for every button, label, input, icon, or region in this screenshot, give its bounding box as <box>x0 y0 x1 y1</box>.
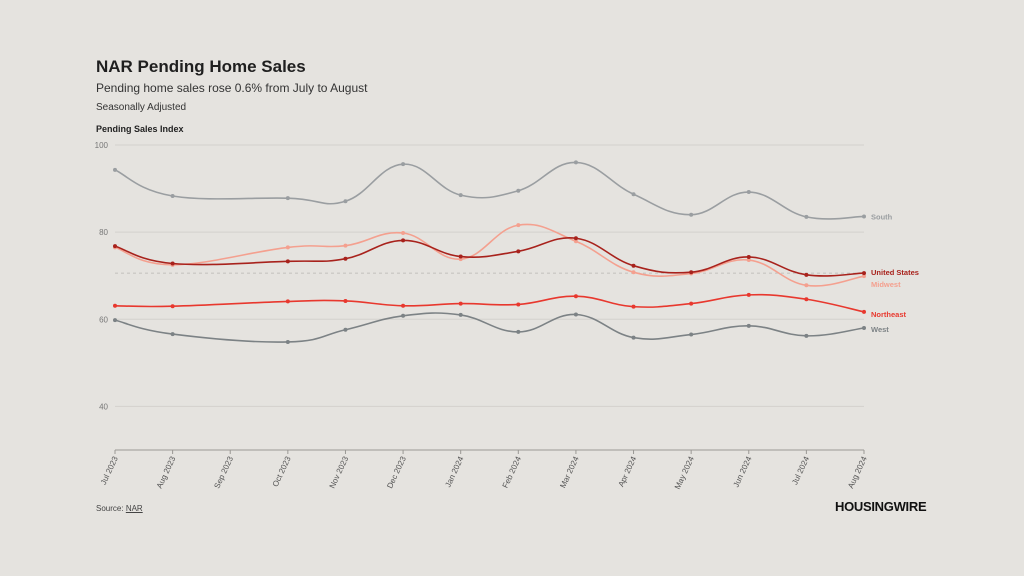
y-tick-label: 100 <box>95 141 109 150</box>
x-tick-label: Mar 2024 <box>558 455 581 490</box>
data-point-west <box>458 312 463 317</box>
x-tick-label: Jul 2024 <box>790 455 811 487</box>
data-point-northeast <box>573 294 578 299</box>
x-tick-label: Aug 2024 <box>846 455 869 490</box>
data-point-northeast <box>804 297 809 302</box>
series-line-northeast <box>114 293 865 313</box>
x-tick-label: Sep 2023 <box>212 455 235 490</box>
series-line-south <box>114 161 865 220</box>
source-note: Source: NAR <box>96 504 143 513</box>
data-point-united-states <box>862 271 866 276</box>
x-tick-label: Aug 2023 <box>155 455 178 490</box>
data-point-united-states <box>285 259 290 264</box>
data-point-united-states <box>458 254 463 259</box>
data-point-united-states <box>804 272 809 277</box>
series-label-united-states: United States <box>871 268 919 277</box>
x-tick-label: Jan 2024 <box>443 455 465 489</box>
data-point-midwest <box>516 223 521 228</box>
data-point-northeast <box>458 301 463 306</box>
source-label: Source: <box>96 504 124 513</box>
y-axis-label: Pending Sales Index <box>96 124 184 134</box>
data-point-south <box>458 193 463 198</box>
data-point-united-states <box>516 249 521 254</box>
data-point-south <box>746 190 751 195</box>
data-point-south <box>516 188 521 193</box>
data-point-midwest <box>573 239 578 244</box>
data-point-south <box>804 214 809 219</box>
data-point-west <box>516 329 521 334</box>
data-point-united-states <box>113 244 117 249</box>
data-point-northeast <box>113 303 117 308</box>
data-point-south <box>573 160 578 165</box>
x-tick-label: Jul 2023 <box>99 455 120 487</box>
series-label-west: West <box>871 325 889 334</box>
data-point-united-states <box>746 254 751 259</box>
data-point-united-states <box>631 263 636 268</box>
data-point-west <box>573 312 578 317</box>
data-point-united-states <box>573 236 578 241</box>
x-tick-label: Apr 2024 <box>616 455 638 489</box>
x-tick-label: Dec 2023 <box>385 455 408 490</box>
data-point-west <box>689 332 694 337</box>
chart-title: NAR Pending Home Sales <box>96 57 306 76</box>
series-label-south: South <box>871 212 893 221</box>
data-point-midwest <box>631 270 636 275</box>
data-point-northeast <box>170 304 175 309</box>
data-point-south <box>631 192 636 197</box>
data-point-west <box>285 339 290 344</box>
data-point-united-states <box>170 261 175 266</box>
series-label-northeast: Northeast <box>871 310 907 319</box>
data-point-midwest <box>343 243 348 248</box>
data-point-northeast <box>343 298 348 303</box>
data-point-south <box>689 212 694 217</box>
data-point-midwest <box>746 258 751 263</box>
data-point-united-states <box>689 270 694 275</box>
data-point-northeast <box>631 304 636 309</box>
data-point-south <box>170 193 175 198</box>
x-tick-label: May 2024 <box>673 455 696 491</box>
x-tick-label: Jun 2024 <box>732 455 754 489</box>
data-point-west <box>170 332 175 337</box>
data-point-northeast <box>516 302 521 307</box>
chart-subtitle: Pending home sales rose 0.6% from July t… <box>96 81 368 95</box>
data-point-west <box>862 326 866 330</box>
data-point-northeast <box>746 292 751 297</box>
data-point-west <box>746 323 751 328</box>
data-point-south <box>343 199 348 204</box>
data-point-midwest <box>862 274 866 279</box>
data-point-south <box>862 214 866 219</box>
series-line-west <box>114 312 865 343</box>
chart-note: Seasonally Adjusted <box>96 102 187 113</box>
data-point-south <box>401 162 406 167</box>
brand-logo: HOUSINGWIRE <box>835 499 927 514</box>
data-point-west <box>113 318 117 323</box>
data-point-west <box>401 313 406 318</box>
y-tick-label: 60 <box>99 315 108 324</box>
data-point-midwest <box>285 245 290 250</box>
data-point-south <box>113 167 117 172</box>
source-link[interactable]: NAR <box>125 504 143 513</box>
chart-header: NAR Pending Home Sales Pending home sale… <box>96 57 367 113</box>
data-point-midwest <box>804 283 809 288</box>
data-point-midwest <box>401 231 406 236</box>
data-point-united-states <box>401 238 406 243</box>
y-tick-label: 40 <box>99 402 108 411</box>
data-point-northeast <box>401 303 406 308</box>
data-point-west <box>343 327 348 332</box>
y-tick-label: 80 <box>99 228 108 237</box>
data-point-west <box>631 335 636 340</box>
x-tick-label: Oct 2023 <box>271 455 293 489</box>
data-point-northeast <box>862 309 866 314</box>
x-tick-label: Feb 2024 <box>501 455 524 490</box>
data-point-northeast <box>285 299 290 304</box>
series-label-midwest: Midwest <box>871 280 901 289</box>
data-point-northeast <box>689 301 694 306</box>
data-point-south <box>285 196 290 201</box>
series-line-midwest <box>114 223 865 287</box>
data-point-west <box>804 333 809 338</box>
x-tick-label: Nov 2023 <box>328 455 351 490</box>
data-point-united-states <box>343 256 348 261</box>
